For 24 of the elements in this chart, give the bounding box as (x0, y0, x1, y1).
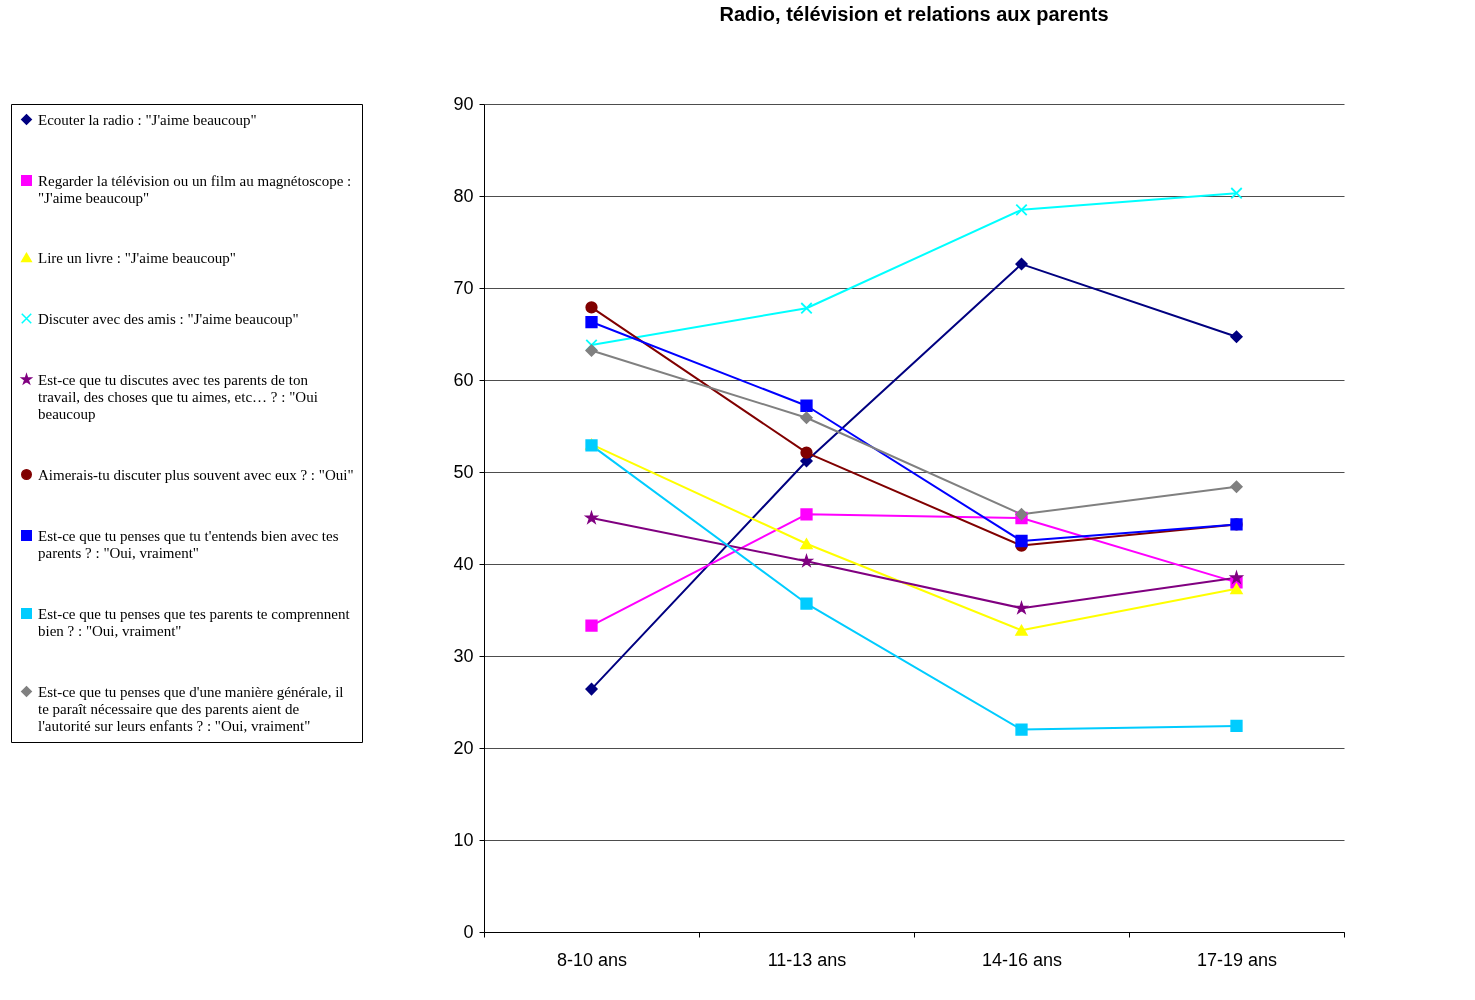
legend-label: Regarder la télévision ou un film au magnétoscope : "J'aime beaucoup" (38, 172, 352, 206)
legend-label: Discuter avec des amis : "J'aime beaucoup" (38, 310, 299, 327)
y-tick-label: 80 (453, 185, 474, 206)
legend-label: Aimerais-tu discuter plus souvent avec eux ? : "Oui" (38, 466, 354, 483)
legend-label: Est-ce que tu penses que tu t'entends bien avec tes parents ? : "Oui, vraiment" (38, 527, 339, 561)
y-tick-label: 90 (453, 93, 474, 114)
legend-label: Est-ce que tu penses que tes parents te comprennent bien ? : "Oui, vraiment" (38, 605, 351, 639)
x-tick-label: 14-16 ans (981, 949, 1063, 970)
y-tick-label: 40 (453, 553, 474, 574)
y-tick-label: 30 (453, 645, 474, 666)
y-tick-label: 20 (453, 737, 474, 758)
x-tick-label: 8-10 ans (556, 949, 628, 970)
y-tick-label: 70 (453, 277, 474, 298)
legend-label: Ecouter la radio : "J'aime beaucoup" (38, 111, 257, 128)
y-tick-label: 50 (453, 461, 474, 482)
legend-label: Est-ce que tu discutes avec tes parents de ton travail, des choses que tu aimes, etc… ? : "Oui beaucoup (38, 371, 318, 422)
chart-title: Radio, télévision et relations aux parents (719, 3, 1109, 25)
y-tick-label: 60 (453, 369, 474, 390)
legend-label: Lire un livre : "J'aime beaucoup" (38, 249, 236, 266)
x-tick-label: 17-19 ans (1196, 949, 1278, 970)
y-tick-label: 10 (453, 829, 474, 850)
x-tick-label: 11-13 ans (767, 949, 847, 970)
legend-label: Est-ce que tu penses que d'une manière générale, il te paraît nécessaire que des parents aient de l'autorité sur leurs enfants ? : "Oui, vraiment" (38, 683, 344, 734)
y-tick-label: 0 (463, 921, 474, 942)
